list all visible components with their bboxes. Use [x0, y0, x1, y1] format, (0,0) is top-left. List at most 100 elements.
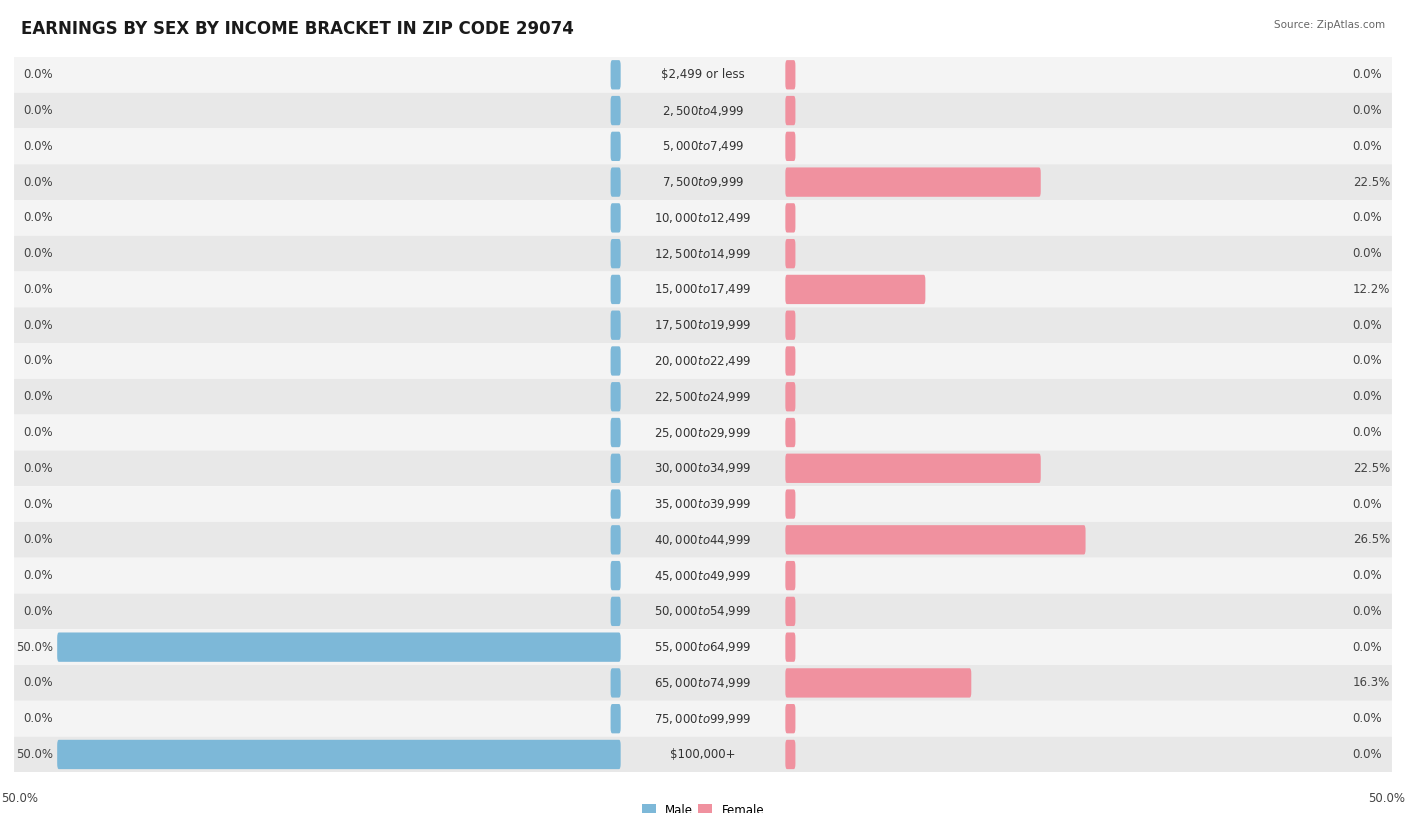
Text: 22.5%: 22.5% — [1353, 462, 1391, 475]
Text: $45,000 to $49,999: $45,000 to $49,999 — [654, 568, 752, 583]
FancyBboxPatch shape — [14, 450, 1392, 486]
Text: 0.0%: 0.0% — [24, 605, 53, 618]
FancyBboxPatch shape — [610, 346, 620, 376]
Text: 22.5%: 22.5% — [1353, 176, 1391, 189]
FancyBboxPatch shape — [610, 311, 620, 340]
FancyBboxPatch shape — [610, 561, 620, 590]
Text: 0.0%: 0.0% — [1353, 748, 1382, 761]
FancyBboxPatch shape — [14, 307, 1392, 343]
FancyBboxPatch shape — [610, 275, 620, 304]
FancyBboxPatch shape — [610, 489, 620, 519]
Text: 0.0%: 0.0% — [1353, 354, 1382, 367]
FancyBboxPatch shape — [786, 740, 796, 769]
Text: 0.0%: 0.0% — [1353, 498, 1382, 511]
Text: 50.0%: 50.0% — [17, 748, 53, 761]
FancyBboxPatch shape — [14, 93, 1392, 128]
FancyBboxPatch shape — [610, 132, 620, 161]
Text: 0.0%: 0.0% — [24, 283, 53, 296]
Text: 0.0%: 0.0% — [1353, 319, 1382, 332]
FancyBboxPatch shape — [14, 379, 1392, 415]
FancyBboxPatch shape — [786, 382, 796, 411]
Text: 0.0%: 0.0% — [1353, 104, 1382, 117]
FancyBboxPatch shape — [14, 200, 1392, 236]
FancyBboxPatch shape — [786, 668, 972, 698]
FancyBboxPatch shape — [14, 558, 1392, 593]
FancyBboxPatch shape — [786, 561, 796, 590]
Text: $17,500 to $19,999: $17,500 to $19,999 — [654, 318, 752, 333]
FancyBboxPatch shape — [786, 346, 796, 376]
Text: 0.0%: 0.0% — [1353, 140, 1382, 153]
Text: 50.0%: 50.0% — [1, 792, 38, 805]
FancyBboxPatch shape — [14, 593, 1392, 629]
Text: 0.0%: 0.0% — [24, 140, 53, 153]
FancyBboxPatch shape — [786, 597, 796, 626]
FancyBboxPatch shape — [58, 633, 620, 662]
FancyBboxPatch shape — [14, 629, 1392, 665]
Text: $20,000 to $22,499: $20,000 to $22,499 — [654, 354, 752, 368]
Text: 0.0%: 0.0% — [1353, 390, 1382, 403]
Text: 0.0%: 0.0% — [1353, 426, 1382, 439]
Text: $75,000 to $99,999: $75,000 to $99,999 — [654, 711, 752, 726]
Text: 0.0%: 0.0% — [24, 462, 53, 475]
FancyBboxPatch shape — [610, 418, 620, 447]
FancyBboxPatch shape — [786, 167, 1040, 197]
FancyBboxPatch shape — [14, 522, 1392, 558]
FancyBboxPatch shape — [786, 454, 1040, 483]
FancyBboxPatch shape — [786, 239, 796, 268]
FancyBboxPatch shape — [786, 132, 796, 161]
FancyBboxPatch shape — [786, 418, 796, 447]
Text: 0.0%: 0.0% — [24, 68, 53, 81]
FancyBboxPatch shape — [786, 633, 796, 662]
Text: 50.0%: 50.0% — [17, 641, 53, 654]
Text: $5,000 to $7,499: $5,000 to $7,499 — [662, 139, 744, 154]
FancyBboxPatch shape — [610, 382, 620, 411]
Text: $25,000 to $29,999: $25,000 to $29,999 — [654, 425, 752, 440]
FancyBboxPatch shape — [610, 60, 620, 89]
FancyBboxPatch shape — [610, 203, 620, 233]
Text: 0.0%: 0.0% — [24, 676, 53, 689]
FancyBboxPatch shape — [14, 236, 1392, 272]
Text: 0.0%: 0.0% — [24, 426, 53, 439]
Text: 0.0%: 0.0% — [24, 354, 53, 367]
FancyBboxPatch shape — [610, 167, 620, 197]
FancyBboxPatch shape — [610, 454, 620, 483]
Text: 0.0%: 0.0% — [24, 104, 53, 117]
Text: EARNINGS BY SEX BY INCOME BRACKET IN ZIP CODE 29074: EARNINGS BY SEX BY INCOME BRACKET IN ZIP… — [21, 20, 574, 38]
FancyBboxPatch shape — [58, 740, 620, 769]
Text: 0.0%: 0.0% — [24, 569, 53, 582]
Text: $15,000 to $17,499: $15,000 to $17,499 — [654, 282, 752, 297]
FancyBboxPatch shape — [14, 57, 1392, 93]
FancyBboxPatch shape — [786, 489, 796, 519]
Text: 0.0%: 0.0% — [1353, 569, 1382, 582]
Text: $65,000 to $74,999: $65,000 to $74,999 — [654, 676, 752, 690]
FancyBboxPatch shape — [786, 311, 796, 340]
FancyBboxPatch shape — [14, 486, 1392, 522]
FancyBboxPatch shape — [786, 525, 1085, 554]
FancyBboxPatch shape — [786, 203, 796, 233]
FancyBboxPatch shape — [610, 525, 620, 554]
Text: $22,500 to $24,999: $22,500 to $24,999 — [654, 389, 752, 404]
Text: $12,500 to $14,999: $12,500 to $14,999 — [654, 246, 752, 261]
FancyBboxPatch shape — [14, 272, 1392, 307]
Text: $40,000 to $44,999: $40,000 to $44,999 — [654, 533, 752, 547]
Text: 0.0%: 0.0% — [1353, 211, 1382, 224]
Text: 0.0%: 0.0% — [24, 390, 53, 403]
Text: 0.0%: 0.0% — [1353, 68, 1382, 81]
FancyBboxPatch shape — [14, 128, 1392, 164]
Text: $10,000 to $12,499: $10,000 to $12,499 — [654, 211, 752, 225]
Text: 16.3%: 16.3% — [1353, 676, 1391, 689]
Text: 0.0%: 0.0% — [1353, 247, 1382, 260]
Text: 0.0%: 0.0% — [24, 211, 53, 224]
FancyBboxPatch shape — [14, 737, 1392, 772]
FancyBboxPatch shape — [14, 701, 1392, 737]
Text: 26.5%: 26.5% — [1353, 533, 1391, 546]
FancyBboxPatch shape — [610, 704, 620, 733]
Text: $50,000 to $54,999: $50,000 to $54,999 — [654, 604, 752, 619]
FancyBboxPatch shape — [14, 415, 1392, 450]
Text: 12.2%: 12.2% — [1353, 283, 1391, 296]
FancyBboxPatch shape — [610, 96, 620, 125]
Text: $55,000 to $64,999: $55,000 to $64,999 — [654, 640, 752, 654]
FancyBboxPatch shape — [786, 96, 796, 125]
FancyBboxPatch shape — [786, 60, 796, 89]
Text: 0.0%: 0.0% — [24, 319, 53, 332]
